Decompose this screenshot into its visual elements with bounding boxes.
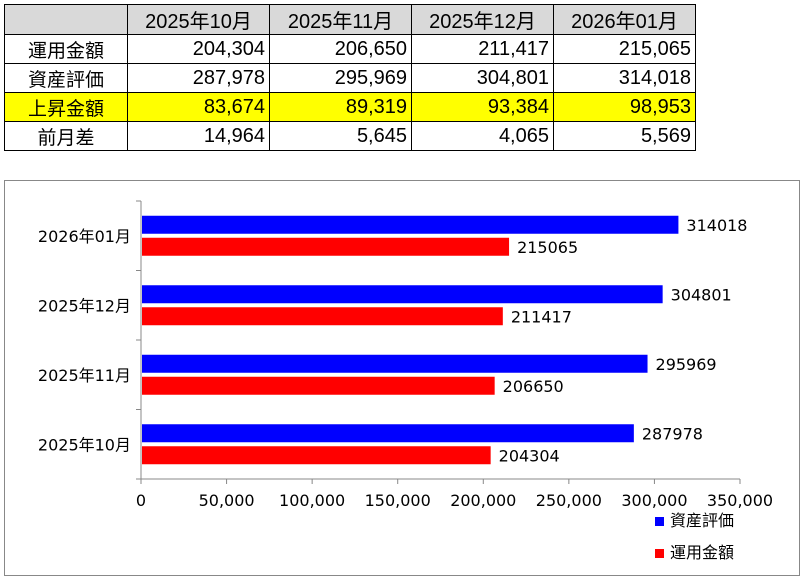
- legend-swatch: [655, 549, 664, 558]
- bar-chart: 0 50,000 100,000 150,000 200,000 250,000 300,0…: [38, 200, 773, 562]
- category-label: 2025年11月: [38, 366, 131, 385]
- bar: [142, 424, 634, 443]
- table-cell: 215,065: [553, 34, 696, 64]
- table-corner-cell: [4, 4, 128, 35]
- table-cell: 83,674: [127, 92, 270, 122]
- bar: [142, 215, 679, 234]
- x-tick-label: 150,000: [365, 491, 431, 510]
- x-tick-label: 100,000: [279, 491, 345, 510]
- table-cell: 89,319: [269, 92, 412, 122]
- data-label: 215065: [517, 238, 578, 257]
- legend-swatch: [655, 517, 664, 526]
- table-cell: 206,650: [269, 34, 412, 64]
- bar: [142, 237, 510, 256]
- bar: [142, 285, 663, 304]
- data-label: 295969: [656, 355, 717, 374]
- column-header: 2025年10月: [127, 4, 270, 35]
- row-label: 前月差: [4, 121, 128, 151]
- table-cell: 5,645: [269, 121, 412, 151]
- table-header-row: 2025年10月 2025年11月 2025年12月 2026年01月: [4, 4, 696, 35]
- table-row: 資産評価 287,978 295,969 304,801 314,018: [4, 63, 696, 93]
- table-cell: 98,953: [553, 92, 696, 122]
- column-header: 2026年01月: [553, 4, 696, 35]
- data-label: 314018: [686, 216, 747, 235]
- data-label: 211417: [511, 307, 572, 326]
- table-cell: 211,417: [411, 34, 554, 64]
- legend-label: 資産評価: [670, 511, 734, 530]
- row-label: 運用金額: [4, 34, 128, 64]
- table-cell: 93,384: [411, 92, 554, 122]
- category-label: 2025年10月: [38, 435, 131, 454]
- bar: [142, 376, 495, 395]
- x-tick-label: 0: [136, 491, 146, 510]
- legend-label: 運用金額: [670, 543, 734, 562]
- category-label: 2025年12月: [38, 296, 131, 315]
- data-label: 206650: [503, 377, 564, 396]
- table-cell: 304,801: [411, 63, 554, 93]
- x-tick-label: 250,000: [536, 491, 602, 510]
- table-cell: 287,978: [127, 63, 270, 93]
- column-header: 2025年11月: [269, 4, 412, 35]
- bar: [142, 446, 491, 465]
- table-row: 前月差 14,964 5,645 4,065 5,569: [4, 121, 696, 151]
- row-label: 資産評価: [4, 63, 128, 93]
- chart-container: 0 50,000 100,000 150,000 200,000 250,000 300,0…: [4, 180, 800, 576]
- table-cell: 314,018: [553, 63, 696, 93]
- summary-table: 2025年10月 2025年11月 2025年12月 2026年01月 運用金額…: [4, 4, 696, 151]
- table-row-highlighted: 上昇金額 83,674 89,319 93,384 98,953: [4, 92, 696, 122]
- data-label: 304801: [671, 285, 732, 304]
- category-label: 2026年01月: [38, 227, 131, 246]
- bar: [142, 354, 648, 373]
- bar: [142, 307, 503, 326]
- table-row: 運用金額 204,304 206,650 211,417 215,065: [4, 34, 696, 64]
- data-label: 287978: [642, 424, 703, 443]
- table-cell: 14,964: [127, 121, 270, 151]
- x-tick-label: 350,000: [707, 491, 773, 510]
- table-cell: 204,304: [127, 34, 270, 64]
- x-tick-label: 50,000: [199, 491, 255, 510]
- table-cell: 5,569: [553, 121, 696, 151]
- row-label: 上昇金額: [4, 92, 128, 122]
- column-header: 2025年12月: [411, 4, 554, 35]
- table-cell: 4,065: [411, 121, 554, 151]
- x-tick-label: 200,000: [450, 491, 516, 510]
- data-label: 204304: [499, 446, 560, 465]
- x-tick-label: 300,000: [621, 491, 687, 510]
- table-cell: 295,969: [269, 63, 412, 93]
